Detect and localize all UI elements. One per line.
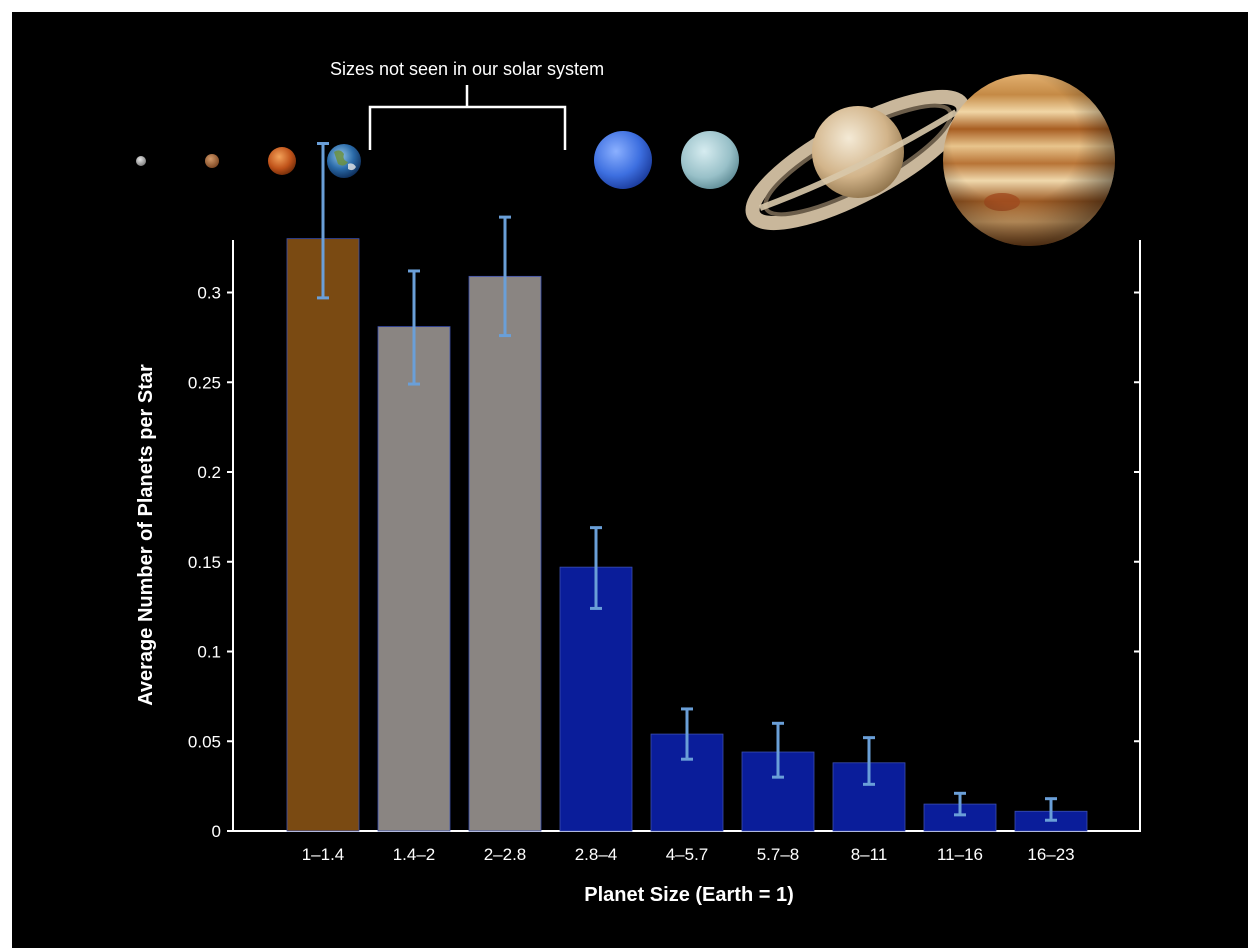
saturn-icon bbox=[745, 89, 971, 231]
bar bbox=[468, 275, 542, 832]
y-tick-label: 0.05 bbox=[188, 732, 221, 751]
y-tick-label: 0.25 bbox=[188, 373, 221, 392]
x-tick-label: 5.7–8 bbox=[757, 845, 800, 864]
x-tick-labels: 1–1.4 1.4–2 2–2.8 2.8–4 4–5.7 5.7–8 8–11 11–16 1… bbox=[302, 845, 1075, 864]
earth-icon bbox=[327, 144, 361, 178]
error-bar bbox=[590, 526, 602, 610]
annotation-bracket bbox=[368, 85, 567, 150]
y-tick-label: 0.1 bbox=[197, 643, 221, 662]
bar-chart: Sizes not seen in our solar system 0 0.05… bbox=[135, 59, 1141, 906]
y-tick-label: 0 bbox=[212, 822, 221, 841]
y-tick-label: 0.2 bbox=[197, 463, 221, 482]
bar bbox=[286, 238, 360, 832]
error-bar bbox=[408, 269, 420, 386]
uranus-icon bbox=[681, 131, 739, 189]
venus-icon bbox=[268, 147, 296, 175]
mercury-icon bbox=[136, 156, 146, 166]
x-axis-title: Planet Size (Earth = 1) bbox=[584, 884, 794, 906]
planet-icons bbox=[136, 74, 1115, 246]
neptune-icon bbox=[594, 131, 652, 189]
y-tick-label: 0.3 bbox=[197, 284, 221, 303]
x-tick-label: 4–5.7 bbox=[666, 845, 709, 864]
x-tick-label: 2.8–4 bbox=[575, 845, 618, 864]
mars-icon bbox=[205, 154, 219, 168]
error-bar bbox=[681, 707, 693, 761]
bars bbox=[286, 238, 1088, 832]
x-tick-label: 16–23 bbox=[1027, 845, 1074, 864]
error-bar bbox=[317, 142, 329, 300]
x-tick-label: 1–1.4 bbox=[302, 845, 345, 864]
chart-frame: Sizes not seen in our solar system 0 0.05… bbox=[12, 12, 1248, 948]
x-tick-label: 8–11 bbox=[851, 845, 888, 864]
x-tick-label: 1.4–2 bbox=[393, 845, 436, 864]
error-bar bbox=[954, 791, 966, 817]
bar bbox=[377, 326, 451, 832]
error-bars bbox=[317, 142, 1057, 822]
annotation-text: Sizes not seen in our solar system bbox=[330, 59, 604, 79]
jupiter-icon bbox=[943, 74, 1115, 246]
annotation: Sizes not seen in our solar system bbox=[330, 59, 604, 150]
y-axis-title: Average Number of Planets per Star bbox=[135, 364, 157, 706]
bar bbox=[559, 566, 633, 832]
x-tick-label: 11–16 bbox=[937, 845, 983, 864]
y-tick-label: 0.15 bbox=[188, 553, 221, 572]
error-bar bbox=[1045, 797, 1057, 822]
error-bar bbox=[499, 215, 511, 338]
error-bar bbox=[772, 721, 784, 779]
y-ticks: 0 0.05 0.1 0.15 0.2 0.25 0.3 bbox=[188, 284, 1140, 841]
error-bar bbox=[863, 736, 875, 786]
x-tick-label: 2–2.8 bbox=[484, 845, 527, 864]
